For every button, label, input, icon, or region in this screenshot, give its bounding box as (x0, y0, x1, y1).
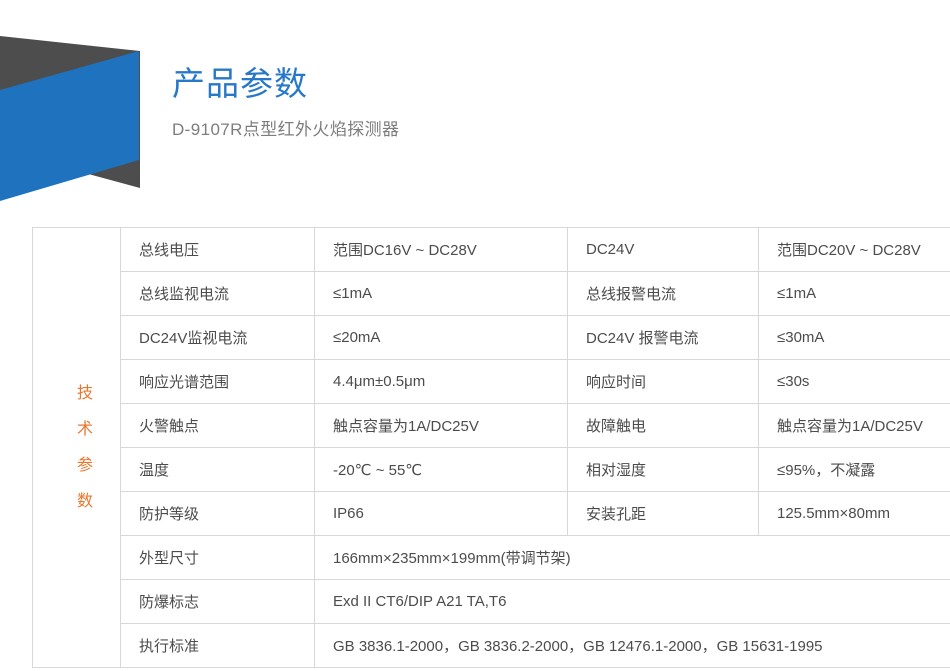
spec-key: 响应光谱范围 (120, 359, 315, 404)
spec-key: 执行标准 (120, 623, 315, 668)
table-row: DC24V监视电流 ≤20mA DC24V 报警电流 ≤30mA (33, 315, 950, 360)
spec-value: 范围DC16V ~ DC28V (314, 227, 568, 272)
side-label-char: 技 (76, 384, 94, 402)
page-title: 产品参数 (172, 65, 308, 102)
spec-key: 总线电压 (120, 227, 315, 272)
spec-key: 温度 (120, 447, 315, 492)
spec-key: 防爆标志 (120, 579, 315, 624)
spec-key: DC24V 报警电流 (567, 315, 759, 360)
table-row: 温度 -20℃ ~ 55℃ 相对湿度 ≤95%，不凝露 (33, 447, 950, 492)
spec-key: 故障触电 (567, 403, 759, 448)
spec-value: -20℃ ~ 55℃ (314, 447, 568, 492)
spec-table-container: 技 术 参 数 总线电压 范围DC16V ~ DC28V DC24V 范围DC2… (32, 227, 950, 668)
spec-value: ≤1mA (758, 271, 950, 316)
spec-value: ≤30s (758, 359, 950, 404)
spec-key: 火警触点 (120, 403, 315, 448)
ribbon-graphic (0, 0, 160, 220)
spec-key: DC24V (567, 227, 759, 272)
side-label-cell: 技 术 参 数 (32, 227, 121, 668)
table-row: 响应光谱范围 4.4μm±0.5μm 响应时间 ≤30s (33, 359, 950, 404)
spec-key: 响应时间 (567, 359, 759, 404)
spec-value: 范围DC20V ~ DC28V (758, 227, 950, 272)
table-row: 外型尺寸 166mm×235mm×199mm(带调节架) (33, 535, 950, 580)
spec-value: 触点容量为1A/DC25V (758, 403, 950, 448)
spec-key: 安装孔距 (567, 491, 759, 536)
spec-key: 防护等级 (120, 491, 315, 536)
header-text-block: 产品参数 D-9107R点型红外火焰探测器 (172, 62, 772, 141)
spec-value: Exd II CT6/DIP A21 TA,T6 (314, 579, 950, 624)
spec-value: 166mm×235mm×199mm(带调节架) (314, 535, 950, 580)
spec-key: 总线监视电流 (120, 271, 315, 316)
spec-key: DC24V监视电流 (120, 315, 315, 360)
spec-value: 125.5mm×80mm (758, 491, 950, 536)
spec-value: 4.4μm±0.5μm (314, 359, 568, 404)
table-row: 总线监视电流 ≤1mA 总线报警电流 ≤1mA (33, 271, 950, 316)
spec-value: ≤30mA (758, 315, 950, 360)
table-row: 火警触点 触点容量为1A/DC25V 故障触电 触点容量为1A/DC25V (33, 403, 950, 448)
side-label-char: 数 (76, 492, 94, 510)
table-row: 防爆标志 Exd II CT6/DIP A21 TA,T6 (33, 579, 950, 624)
table-row: 技 术 参 数 总线电压 范围DC16V ~ DC28V DC24V 范围DC2… (32, 227, 950, 668)
spec-value: 触点容量为1A/DC25V (314, 403, 568, 448)
side-label-char: 参 (76, 456, 94, 474)
spec-key: 总线报警电流 (567, 271, 759, 316)
spec-value: GB 3836.1-2000，GB 3836.2-2000，GB 12476.1… (314, 623, 950, 668)
spec-value: ≤1mA (314, 271, 568, 316)
spec-value: IP66 (314, 491, 568, 536)
table-row: 执行标准 GB 3836.1-2000，GB 3836.2-2000，GB 12… (33, 623, 950, 668)
spec-table: 技 术 参 数 总线电压 范围DC16V ~ DC28V DC24V 范围DC2… (32, 227, 950, 668)
page-header: 产品参数 D-9107R点型红外火焰探测器 (0, 0, 950, 220)
ribbon-blue-shape (0, 51, 139, 201)
page-subtitle: D-9107R点型红外火焰探测器 (172, 120, 400, 139)
spec-key: 相对湿度 (567, 447, 759, 492)
spec-value: ≤20mA (314, 315, 568, 360)
side-label-char: 术 (76, 420, 94, 438)
table-row: 防护等级 IP66 安装孔距 125.5mm×80mm (33, 491, 950, 536)
spec-value: ≤95%，不凝露 (758, 447, 950, 492)
spec-key: 外型尺寸 (120, 535, 315, 580)
